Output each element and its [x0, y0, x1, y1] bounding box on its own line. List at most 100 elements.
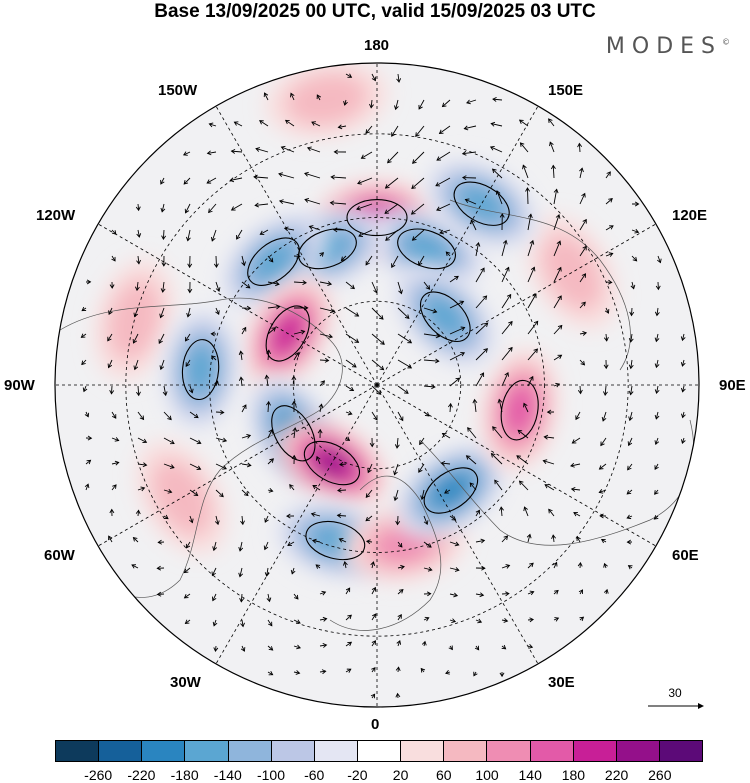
wind-vector-head	[317, 428, 323, 434]
wind-vector	[361, 151, 373, 159]
wind-vector	[553, 383, 560, 387]
wind-vector-head	[206, 179, 212, 184]
wind-vector	[548, 509, 555, 517]
wind-vector	[189, 463, 201, 470]
wind-vector	[498, 399, 503, 413]
wind-vector-head	[136, 391, 141, 397]
anomaly-center	[480, 348, 559, 472]
colorbar-segment	[401, 741, 445, 761]
wind-vector	[241, 489, 249, 496]
wind-vector	[131, 564, 139, 569]
wind-vector-head	[230, 206, 236, 211]
wind-vector	[337, 489, 347, 491]
wind-vector	[449, 567, 459, 571]
wind-vector-head	[196, 439, 202, 445]
wind-vector-head	[385, 236, 390, 241]
wind-vector-head	[208, 208, 213, 214]
wind-vector-head	[553, 188, 559, 194]
wind-vector-head	[163, 514, 169, 520]
wind-vector-head	[211, 571, 216, 577]
wind-vector-head	[579, 616, 585, 622]
wind-vector	[267, 458, 274, 465]
wind-vector	[185, 541, 191, 549]
wind-vector-head	[264, 518, 269, 523]
wind-vector-head	[479, 592, 485, 598]
colorbar-segment	[142, 741, 186, 761]
wind-vector	[682, 411, 685, 418]
wind-vector-head	[266, 400, 271, 406]
wind-vector-head	[499, 506, 504, 511]
wind-vector-head	[185, 362, 190, 367]
wind-vector-head	[598, 489, 604, 494]
wind-vector	[345, 587, 351, 595]
wind-vector-head	[86, 459, 92, 465]
wind-vector-head	[254, 202, 259, 208]
wind-vector	[111, 255, 116, 262]
wind-vector	[501, 240, 507, 257]
wind-vector-head	[654, 414, 660, 420]
wind-vector-head	[655, 285, 661, 291]
wind-vector	[599, 489, 607, 493]
wind-vector	[240, 593, 243, 602]
wind-vector-head	[185, 336, 190, 342]
wind-vector-head	[210, 236, 216, 242]
wind-vector	[436, 151, 451, 161]
wind-vector-head	[365, 539, 371, 545]
wind-vector	[418, 463, 425, 473]
wind-vector	[184, 567, 191, 573]
latitude-circle	[292, 300, 462, 470]
wind-vector	[163, 411, 172, 420]
wind-vector	[189, 515, 193, 523]
lon-label-60e: 60E	[672, 547, 699, 564]
wind-vector	[311, 513, 321, 517]
wind-vector-head	[419, 440, 424, 446]
wind-vector	[236, 229, 243, 240]
wind-vector-head	[395, 692, 401, 698]
wind-vector	[626, 489, 633, 495]
wind-vector	[626, 515, 633, 519]
wind-vector-head	[373, 288, 378, 294]
wind-vector	[345, 333, 359, 343]
wind-vector	[571, 488, 581, 491]
wind-vector-head	[418, 468, 423, 473]
wind-vector-head	[415, 132, 420, 137]
wind-vector-head	[230, 148, 236, 154]
wind-vector	[553, 214, 560, 231]
wind-vector	[385, 177, 399, 189]
wind-vector-head	[393, 470, 398, 476]
wind-vector-head	[292, 427, 298, 432]
wind-vector-head	[630, 284, 636, 290]
wind-vector-head	[185, 543, 191, 549]
wind-vector	[370, 99, 373, 108]
wind-vector	[423, 515, 428, 525]
wind-vector	[260, 229, 269, 235]
latitude-circle	[125, 133, 629, 637]
wind-vector-head	[233, 121, 239, 126]
wind-vector	[185, 359, 191, 367]
colorbar-segment	[56, 741, 100, 761]
wind-vector-head	[628, 416, 633, 422]
wind-vector-head	[86, 279, 92, 285]
wind-vector-head	[268, 257, 274, 263]
wind-vector	[579, 359, 585, 366]
copyright-mark: ©	[722, 37, 730, 47]
wind-vector	[397, 411, 404, 421]
wind-vector-head	[438, 129, 444, 135]
wind-vector-head	[278, 199, 284, 204]
wind-vector	[137, 203, 140, 211]
wind-vector-head	[555, 213, 561, 219]
wind-vector-head	[210, 331, 216, 337]
wind-vector	[287, 541, 295, 546]
wind-vector	[475, 348, 488, 361]
wind-vector-head	[475, 509, 480, 515]
wind-vector-head	[302, 280, 307, 286]
wind-vector-head	[420, 495, 426, 501]
wind-vector-head	[291, 400, 297, 406]
wind-vector-head	[340, 256, 346, 262]
wind-vector-head	[134, 286, 140, 292]
wind-vector-head	[440, 460, 446, 466]
wind-vector-head	[275, 304, 281, 310]
wind-vector	[183, 151, 191, 156]
wind-vector-head	[371, 76, 377, 82]
wind-vector-head	[435, 358, 440, 364]
